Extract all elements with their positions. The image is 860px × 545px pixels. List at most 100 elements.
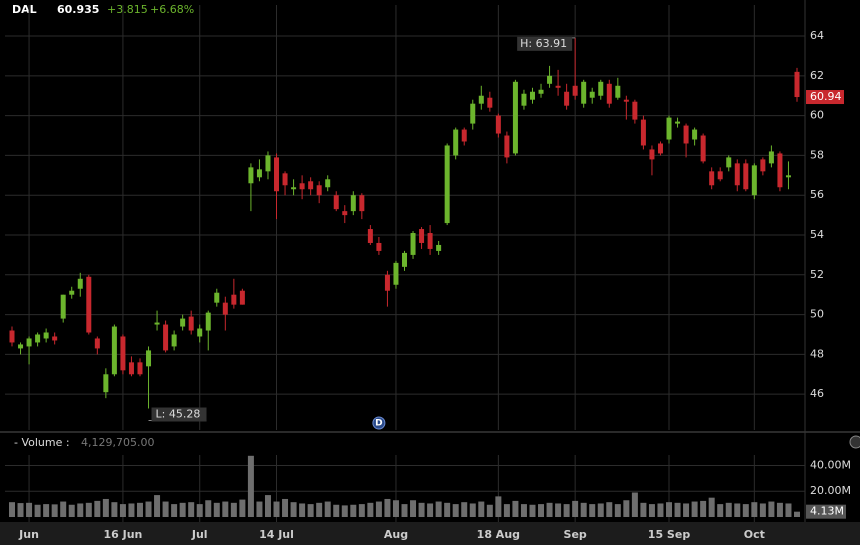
volume-bar: [478, 501, 485, 517]
volume-bar: [520, 504, 527, 517]
volume-bar: [145, 501, 152, 517]
candle-body: [325, 179, 331, 188]
candle-body: [316, 185, 322, 196]
candle-body: [214, 292, 220, 303]
volume-bar: [26, 502, 33, 517]
last-price: 60.935: [57, 3, 99, 16]
candle-body: [342, 211, 348, 216]
volume-bar: [512, 500, 519, 517]
candle-body: [231, 294, 237, 305]
volume-bar: [597, 503, 604, 517]
close-icon[interactable]: [849, 435, 860, 449]
candle-body: [581, 81, 587, 104]
volume-bar: [751, 502, 758, 517]
volume-bar: [683, 503, 690, 517]
volume-tick-label: 20.00M: [810, 484, 851, 497]
x-tick-label: Jul: [191, 528, 208, 541]
candle-body: [427, 233, 433, 249]
y-tick-label: 62: [810, 69, 824, 82]
candle-body: [461, 129, 467, 142]
change: +3.815: [107, 3, 148, 16]
volume-bar: [358, 504, 365, 517]
candle-body: [18, 344, 24, 349]
header: DAL 60.935 +3.815 +6.68%: [12, 3, 194, 16]
candle-body: [86, 276, 92, 333]
low-label: L: 45.28: [156, 408, 201, 421]
volume-bar: [657, 503, 664, 517]
volume-bar: [213, 502, 220, 517]
candle-body: [589, 91, 595, 98]
candle-body: [384, 274, 390, 291]
volume-bar: [708, 497, 715, 517]
volume-bar: [725, 502, 732, 517]
volume-bar: [290, 502, 297, 517]
candle-body: [453, 129, 459, 156]
candle-body: [675, 121, 681, 124]
candle-body: [9, 330, 15, 343]
x-tick-label: Jun: [18, 528, 39, 541]
volume-tick-label: 40.00M: [810, 458, 851, 471]
candle-body: [410, 233, 416, 255]
volume-bar: [162, 501, 169, 517]
volume-bar: [136, 502, 143, 517]
volume-bar: [247, 455, 254, 517]
volume-bar: [264, 495, 271, 517]
volume-bar: [324, 501, 331, 517]
volume-bar: [717, 504, 724, 517]
volume-bar: [589, 504, 596, 517]
candle-body: [308, 181, 314, 190]
volume-bar: [623, 500, 630, 517]
candle-body: [154, 322, 160, 325]
candle-body: [666, 117, 672, 140]
candle-body: [205, 312, 211, 331]
candle-body: [137, 362, 143, 375]
candle-body: [777, 153, 783, 188]
price-tag: 60.94: [810, 90, 842, 103]
candle-body: [52, 336, 58, 341]
high-label: H: 63.91: [520, 37, 567, 50]
volume-bar: [60, 501, 67, 517]
candle-body: [555, 85, 561, 88]
volume-bar: [742, 504, 749, 517]
volume-bar: [776, 502, 783, 517]
x-tick-label: Sep: [564, 528, 587, 541]
candle-body: [529, 91, 535, 100]
candle-body: [572, 85, 578, 96]
candle-body: [760, 159, 766, 172]
candle-body: [188, 316, 194, 331]
volume-bar: [316, 502, 323, 517]
volume-bar: [299, 503, 306, 517]
candle-body: [69, 290, 75, 295]
candle-body: [197, 328, 203, 337]
candle-body: [146, 350, 152, 367]
volume-bar: [785, 503, 792, 517]
candle-body: [470, 103, 476, 124]
candle-body: [359, 195, 365, 212]
candle-body: [333, 195, 339, 210]
candle-body: [495, 115, 501, 134]
candle-body: [128, 362, 134, 375]
volume-bar: [734, 503, 741, 517]
candle-body: [478, 95, 484, 104]
volume-bar: [691, 501, 698, 517]
volume-bar: [666, 502, 673, 517]
candle-body: [436, 244, 442, 251]
volume-bar: [486, 504, 493, 517]
volume-bar: [648, 504, 655, 517]
volume-bar: [546, 502, 553, 517]
event-marker: D: [375, 419, 382, 429]
candle-body: [700, 135, 706, 162]
volume-bar: [427, 503, 434, 517]
volume-bar: [631, 492, 638, 517]
candle-body: [222, 302, 228, 315]
candle-body: [77, 278, 83, 289]
x-tick-label: Oct: [744, 528, 765, 541]
volume-bar: [85, 502, 92, 517]
volume-bar: [572, 500, 579, 517]
volume-bar: [256, 501, 263, 517]
volume-bar: [367, 502, 374, 517]
volume-bar: [111, 502, 118, 517]
volume-bar: [77, 503, 84, 517]
volume-bar: [282, 498, 289, 517]
candle-body: [726, 157, 732, 168]
